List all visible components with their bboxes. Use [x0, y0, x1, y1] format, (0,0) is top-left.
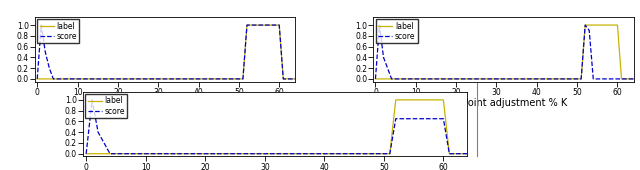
- score: [249, 153, 257, 155]
- score: [452, 78, 460, 80]
- score: [451, 153, 459, 155]
- score: [630, 78, 637, 80]
- score: [372, 78, 380, 80]
- score: [463, 153, 471, 155]
- score: [598, 78, 605, 80]
- label: (64, 0): (64, 0): [463, 153, 471, 155]
- label: (19, 0): (19, 0): [195, 153, 203, 155]
- score: [98, 78, 106, 80]
- score: [259, 24, 267, 26]
- label: (56, 1): (56, 1): [259, 24, 267, 26]
- label: (27, 0): (27, 0): [243, 153, 251, 155]
- label: (52, 1): (52, 1): [392, 99, 399, 101]
- score: [284, 78, 291, 80]
- Legend: label, score: label, score: [38, 19, 79, 43]
- label: (19, 0): (19, 0): [448, 78, 456, 80]
- X-axis label: (a)   Point adjustment: (a) Point adjustment: [112, 98, 218, 108]
- label: (33, 0): (33, 0): [505, 78, 513, 80]
- X-axis label: (b)   Point adjustment % K: (b) Point adjustment % K: [440, 98, 568, 108]
- label: (0, 0): (0, 0): [33, 78, 41, 80]
- label: (62, 0): (62, 0): [451, 153, 459, 155]
- label: (33, 0): (33, 0): [279, 153, 287, 155]
- score: [436, 78, 444, 80]
- Line: score: score: [37, 25, 296, 79]
- label: (19, 0): (19, 0): [110, 78, 118, 80]
- label: (27, 0): (27, 0): [142, 78, 150, 80]
- label: (0, 0): (0, 0): [83, 153, 90, 155]
- score: [147, 78, 154, 80]
- label: (62, 0): (62, 0): [284, 78, 291, 80]
- label: (52, 1): (52, 1): [243, 24, 251, 26]
- Line: label: label: [37, 25, 296, 79]
- score: [202, 153, 209, 155]
- label: (64, 0): (64, 0): [630, 78, 637, 80]
- score: [285, 153, 292, 155]
- Legend: label, score: label, score: [86, 94, 127, 118]
- label: (0, 0): (0, 0): [372, 78, 380, 80]
- score: [37, 24, 45, 26]
- label: (56, 1): (56, 1): [416, 99, 424, 101]
- score: [376, 24, 383, 26]
- Line: score: score: [376, 25, 634, 79]
- label: (27, 0): (27, 0): [481, 78, 488, 80]
- score: [177, 153, 185, 155]
- Line: label: label: [376, 25, 634, 79]
- Legend: label, score: label, score: [376, 19, 418, 43]
- label: (15, 0): (15, 0): [432, 78, 440, 80]
- score: [33, 78, 41, 80]
- label: (15, 0): (15, 0): [172, 153, 179, 155]
- score: [484, 78, 492, 80]
- score: [114, 78, 122, 80]
- label: (56, 1): (56, 1): [598, 24, 605, 26]
- score: [83, 153, 90, 155]
- score: [88, 99, 96, 101]
- Line: score: score: [86, 100, 467, 154]
- label: (52, 1): (52, 1): [581, 24, 589, 26]
- label: (33, 0): (33, 0): [166, 78, 174, 80]
- score: [292, 78, 300, 80]
- label: (15, 0): (15, 0): [94, 78, 102, 80]
- Line: label: label: [86, 100, 467, 154]
- score: [170, 78, 178, 80]
- label: (64, 0): (64, 0): [292, 78, 300, 80]
- score: [416, 118, 424, 120]
- score: [621, 78, 629, 80]
- score: [509, 78, 516, 80]
- label: (62, 0): (62, 0): [621, 78, 629, 80]
